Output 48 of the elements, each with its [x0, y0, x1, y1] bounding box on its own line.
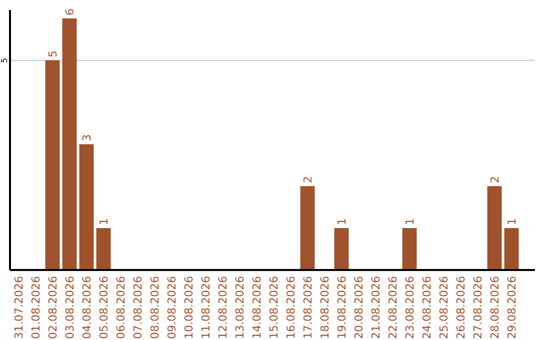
- data-label: 2: [302, 176, 314, 184]
- x-tick-label: 05.08.2026: [98, 276, 110, 339]
- x-tick-label: 31.07.2026: [12, 276, 26, 339]
- x-tick-label: 24.08.2026: [420, 276, 434, 339]
- bar: [79, 144, 94, 270]
- x-tick-label: 16.08.2026: [284, 276, 298, 339]
- x-tick-label: 29.08.2026: [506, 276, 518, 339]
- bar: [96, 228, 111, 270]
- x-tick-label: 02.08.2026: [46, 276, 60, 339]
- data-label: 1: [98, 218, 110, 226]
- x-tick-label: 07.08.2026: [132, 276, 144, 339]
- x-tick-label: 11.08.2026: [200, 276, 212, 339]
- bar: [402, 228, 417, 270]
- data-label: 6: [64, 8, 76, 16]
- x-tick-label: 26.08.2026: [454, 276, 468, 339]
- x-tick-label: 15.08.2026: [268, 276, 280, 339]
- x-tick-label: 17.08.2026: [302, 276, 314, 339]
- bar: [45, 60, 60, 270]
- x-tick-label: 06.08.2026: [114, 276, 128, 339]
- x-tick-label: 19.08.2026: [336, 276, 348, 339]
- data-label: 3: [80, 134, 94, 142]
- x-tick-label: 10.08.2026: [182, 276, 196, 339]
- bar: [487, 186, 502, 270]
- x-tick-label: 20.08.2026: [352, 276, 366, 339]
- bar: [334, 228, 349, 270]
- x-tick-label: 01.08.2026: [30, 276, 42, 339]
- x-tick-label: 14.08.2026: [250, 276, 264, 339]
- data-label: 2: [488, 176, 502, 184]
- bar: [62, 18, 77, 270]
- x-tick-label: 28.08.2026: [488, 276, 502, 339]
- x-tick-label: 08.08.2026: [148, 276, 162, 339]
- x-tick-label: 12.08.2026: [216, 276, 230, 339]
- x-tick-label: 21.08.2026: [370, 276, 382, 339]
- data-label: 1: [404, 218, 416, 226]
- data-label: 5: [46, 50, 60, 58]
- x-tick-label: 23.08.2026: [404, 276, 416, 339]
- x-tick-label: 04.08.2026: [80, 276, 94, 339]
- bar: [504, 228, 519, 270]
- x-tick-label: 25.08.2026: [438, 276, 450, 339]
- x-tick-label: 13.08.2026: [234, 276, 246, 339]
- data-label: 1: [506, 218, 518, 226]
- x-tick-label: 18.08.2026: [318, 276, 332, 339]
- x-tick-label: 27.08.2026: [472, 276, 484, 339]
- bar: [300, 186, 315, 270]
- x-tick-label: 03.08.2026: [64, 276, 76, 339]
- data-label: 1: [336, 218, 348, 226]
- x-tick-label: 09.08.2026: [166, 276, 178, 339]
- x-tick-label: 22.08.2026: [386, 276, 400, 339]
